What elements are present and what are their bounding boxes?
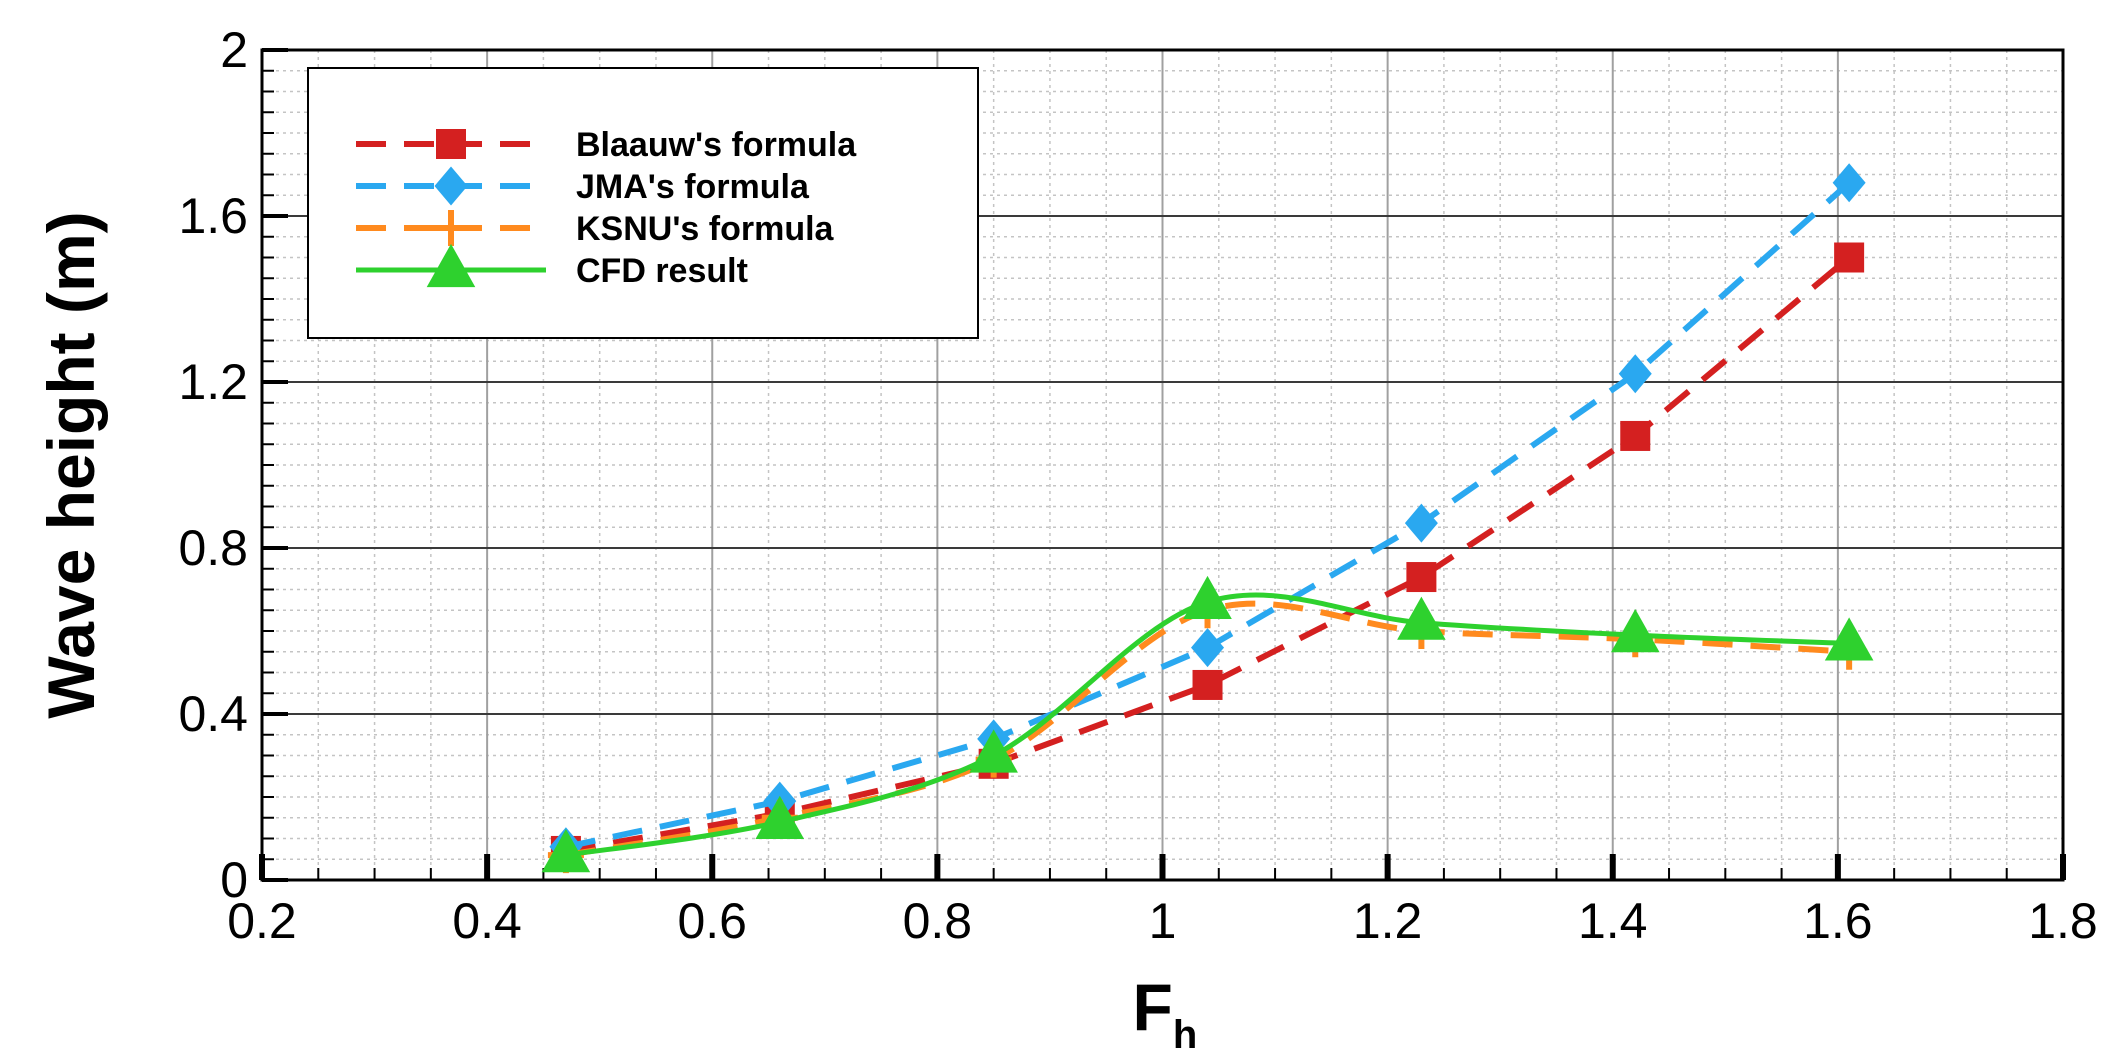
legend-label: CFD result <box>576 252 748 290</box>
triangle-marker <box>1824 617 1874 661</box>
y-axis-title: Wave height (m) <box>34 211 108 718</box>
x-tick-label: 0.4 <box>452 893 522 949</box>
legend-box <box>307 67 979 339</box>
x-axis-title: Fh <box>1133 970 1198 1057</box>
triangle-marker <box>541 829 591 873</box>
x-tick-label: 0.2 <box>227 893 297 949</box>
legend-item-1: JMA's formula <box>356 166 810 206</box>
plot-frame <box>260 48 2065 882</box>
y-tick-label: 0.8 <box>178 520 248 576</box>
triangle-marker <box>426 243 476 288</box>
series-3 <box>541 575 1874 873</box>
square-marker <box>1834 242 1865 273</box>
triangle-marker <box>755 795 805 839</box>
x-axis-title-main: F <box>1133 970 1173 1044</box>
diamond-marker <box>1404 503 1438 543</box>
minor-grid <box>262 50 2063 880</box>
x-tick-label: 1.6 <box>1803 893 1873 949</box>
x-tick-label: 0.8 <box>903 893 973 949</box>
square-marker <box>1620 420 1651 451</box>
y-tick-label: 0 <box>220 852 248 908</box>
square-marker <box>436 129 466 159</box>
x-axis-title-subscript: h <box>1173 1013 1197 1057</box>
triangle-marker <box>1183 575 1232 620</box>
diamond-marker <box>434 166 468 206</box>
square-marker <box>1192 669 1223 700</box>
y-tick-label: 0.4 <box>178 686 248 742</box>
legend-label: JMA's formula <box>576 168 810 206</box>
legend-label: KSNU's formula <box>576 210 835 248</box>
legend-item-0: Blaauw's formula <box>356 126 857 164</box>
series-layer <box>541 163 1874 874</box>
x-tick-label: 1.4 <box>1578 893 1648 949</box>
triangle-marker <box>1397 596 1446 640</box>
y-tick-label: 1.2 <box>178 354 248 410</box>
legend-label: Blaauw's formula <box>576 126 857 164</box>
legend-items: Blaauw's formula JMA's formula KSNU's form… <box>356 126 857 290</box>
legend-item-3: CFD result <box>356 243 748 290</box>
diamond-marker <box>1618 354 1652 394</box>
x-tick-label: 1.8 <box>2028 893 2098 949</box>
y-tick-label: 1.6 <box>178 188 248 244</box>
triangle-marker <box>969 729 1018 773</box>
x-tick-label: 1.2 <box>1353 893 1423 949</box>
legend: Blaauw's formula JMA's formula KSNU's form… <box>307 67 979 339</box>
tick-labels: 0.2 0.4 0.6 0.8 1 1.2 1.4 1.6 1.8 0 0.4 0.8 1.2 1.6 2 <box>178 22 2097 949</box>
plus-marker <box>433 210 469 246</box>
diamond-marker <box>1832 163 1866 203</box>
diamond-marker <box>1191 628 1225 668</box>
square-marker <box>1406 562 1437 593</box>
legend-item-2: KSNU's formula <box>356 210 835 248</box>
y-tick-label: 2 <box>220 22 248 78</box>
x-tick-label: 1 <box>1149 893 1177 949</box>
x-tick-label: 0.6 <box>677 893 747 949</box>
triangle-marker <box>1610 609 1660 653</box>
axis-ticks <box>259 48 2066 882</box>
